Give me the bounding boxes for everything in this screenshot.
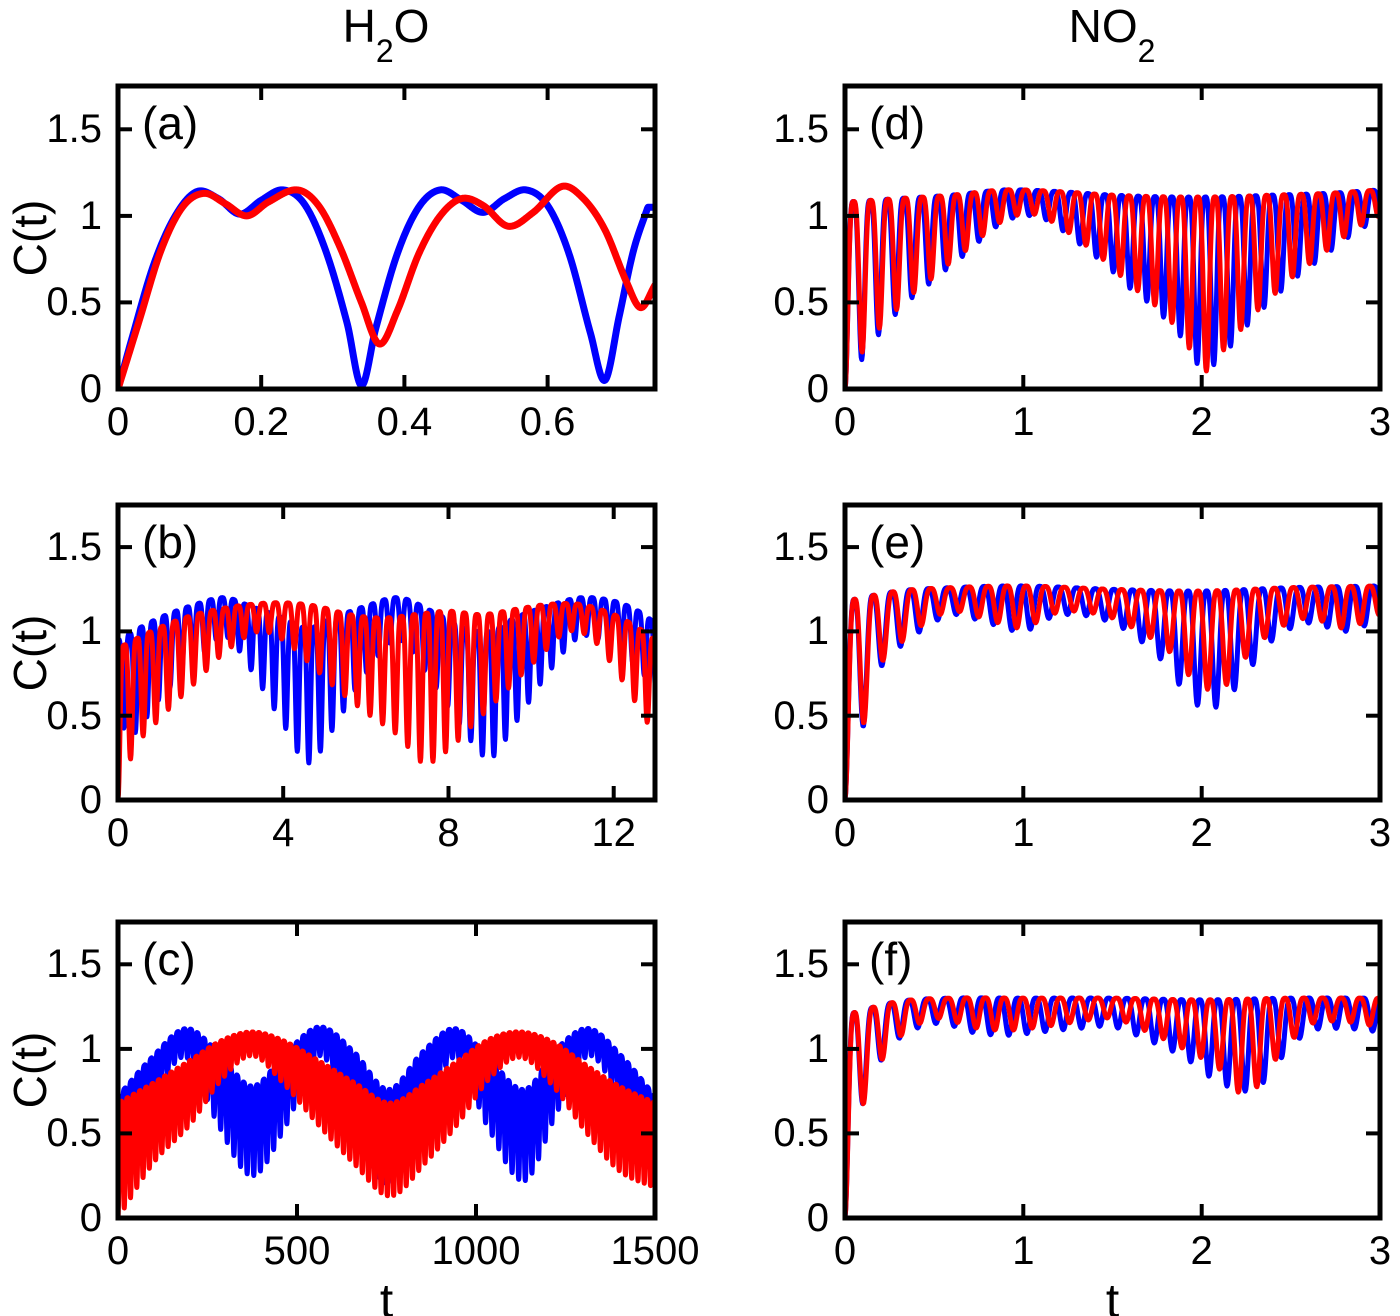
series-red-curve (117, 600, 656, 801)
x-tick-label: 2 (1190, 811, 1213, 855)
column-title-h2o: H2O (342, 0, 430, 70)
x-tick-label: 3 (1368, 1229, 1392, 1273)
column-title-no2: NO2 (1068, 0, 1156, 70)
x-tick-label: 0 (106, 1229, 130, 1273)
x-tick-label: 3 (1368, 811, 1392, 855)
plot-border (115, 83, 658, 392)
y-tick-label: 1.5 (773, 107, 829, 152)
plot-area-d (842, 83, 1383, 392)
y-tick-label: 0.5 (46, 280, 102, 325)
plot-border (115, 502, 658, 803)
x-tick-label: 2 (1190, 1229, 1213, 1273)
x-tick-label: 0 (833, 400, 857, 444)
plot-border (115, 919, 658, 1221)
x-tick-label: 0.6 (519, 400, 576, 444)
y-tick-label: 1.5 (46, 107, 102, 152)
y-tick-label: 0.5 (46, 1111, 102, 1156)
series-red-curve (844, 995, 1381, 1219)
plot-area-e (842, 502, 1383, 803)
x-tick-label: 1 (1012, 400, 1035, 444)
title-text: O (393, 0, 430, 52)
panel-label-f: (f) (869, 933, 913, 985)
y-tick-label: 0 (79, 778, 102, 822)
y-tick-label: 0 (806, 1196, 829, 1240)
x-tick-label: 0.2 (233, 400, 289, 444)
plot-border (842, 919, 1383, 1221)
y-tick-label: 1 (806, 1026, 829, 1071)
y-tick-label: 0.5 (46, 693, 102, 738)
x-axis-label-f: t (1105, 1275, 1120, 1316)
title-text: H (342, 0, 376, 52)
title-subscript: 2 (375, 33, 394, 70)
y-tick-label: 1.5 (46, 942, 102, 987)
plot-area-b (115, 502, 658, 803)
x-tick-label: 3 (1368, 400, 1392, 444)
series-blue-curve (117, 595, 656, 766)
panel-label-a: (a) (142, 97, 199, 149)
plot-border (842, 502, 1383, 803)
y-tick-label: 0.5 (773, 693, 829, 738)
title-text: NO (1068, 0, 1138, 52)
x-tick-label: 0 (106, 811, 130, 855)
x-tick-label: 12 (591, 811, 636, 855)
plot-area-c (115, 919, 658, 1221)
panel-c (114, 918, 659, 1222)
axes-box (843, 505, 1382, 802)
panel-label-e: (e) (869, 516, 926, 568)
series-blue-curve (844, 995, 1381, 1219)
x-tick-label: 0 (833, 1229, 857, 1273)
y-tick-label: 1 (79, 609, 102, 654)
y-tick-label: 1.5 (773, 942, 829, 987)
y-tick-label: 0 (806, 778, 829, 822)
y-tick-label: 1 (79, 1026, 102, 1071)
y-tick-label: 0 (79, 367, 102, 411)
panel-f (841, 918, 1384, 1222)
y-tick-label: 1.5 (773, 525, 829, 570)
axes-box (843, 922, 1382, 1220)
panel-label-d: (d) (869, 97, 926, 149)
series-blue-curve (117, 186, 656, 390)
y-tick-label: 0 (79, 1196, 102, 1240)
x-tick-label: 0 (106, 400, 130, 444)
x-tick-label: 1000 (431, 1229, 521, 1273)
y-tick-label: 1.5 (46, 525, 102, 570)
series-red-curve (844, 187, 1381, 390)
y-tick-label: 1 (79, 193, 102, 238)
y-tick-label: 1 (806, 609, 829, 654)
x-axis-label-c: t (379, 1275, 394, 1316)
x-tick-label: 1 (1012, 811, 1035, 855)
x-tick-label: 1 (1012, 1229, 1035, 1273)
panel-b (114, 501, 659, 804)
series-red-curve (117, 182, 656, 390)
panel-label-b: (b) (142, 516, 199, 568)
x-tick-label: 500 (263, 1229, 331, 1273)
y-tick-label: 0 (806, 367, 829, 411)
x-tick-label: 1500 (610, 1229, 700, 1273)
y-tick-label: 0.5 (773, 280, 829, 325)
panel-label-c: (c) (142, 933, 196, 985)
x-tick-label: 8 (437, 811, 460, 855)
panel-d (841, 82, 1384, 393)
y-tick-label: 1 (806, 193, 829, 238)
series-blue-curve (844, 583, 1381, 801)
x-tick-label: 4 (272, 811, 295, 855)
y-tick-label: 0.5 (773, 1111, 829, 1156)
plot-area-f (842, 919, 1383, 1221)
plot-border (842, 83, 1383, 392)
x-tick-label: 0 (833, 811, 857, 855)
x-tick-label: 2 (1190, 400, 1213, 444)
series-red-curve (117, 1029, 656, 1219)
panel-a (114, 82, 659, 393)
panel-e (841, 501, 1384, 804)
series-red-curve (844, 583, 1381, 801)
x-tick-label: 0.4 (376, 400, 433, 444)
plot-area-a (115, 83, 658, 392)
title-subscript: 2 (1137, 33, 1156, 70)
